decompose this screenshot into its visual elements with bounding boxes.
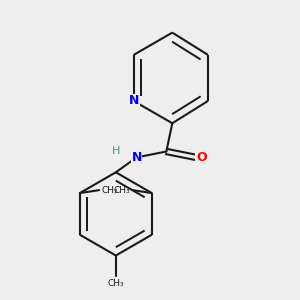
Text: N: N [131, 151, 142, 164]
Text: CH₃: CH₃ [107, 279, 124, 288]
Text: CH₃: CH₃ [101, 186, 118, 195]
Text: H: H [112, 146, 120, 157]
Text: CH₃: CH₃ [113, 186, 130, 195]
Text: N: N [128, 94, 139, 107]
Text: O: O [196, 151, 207, 164]
